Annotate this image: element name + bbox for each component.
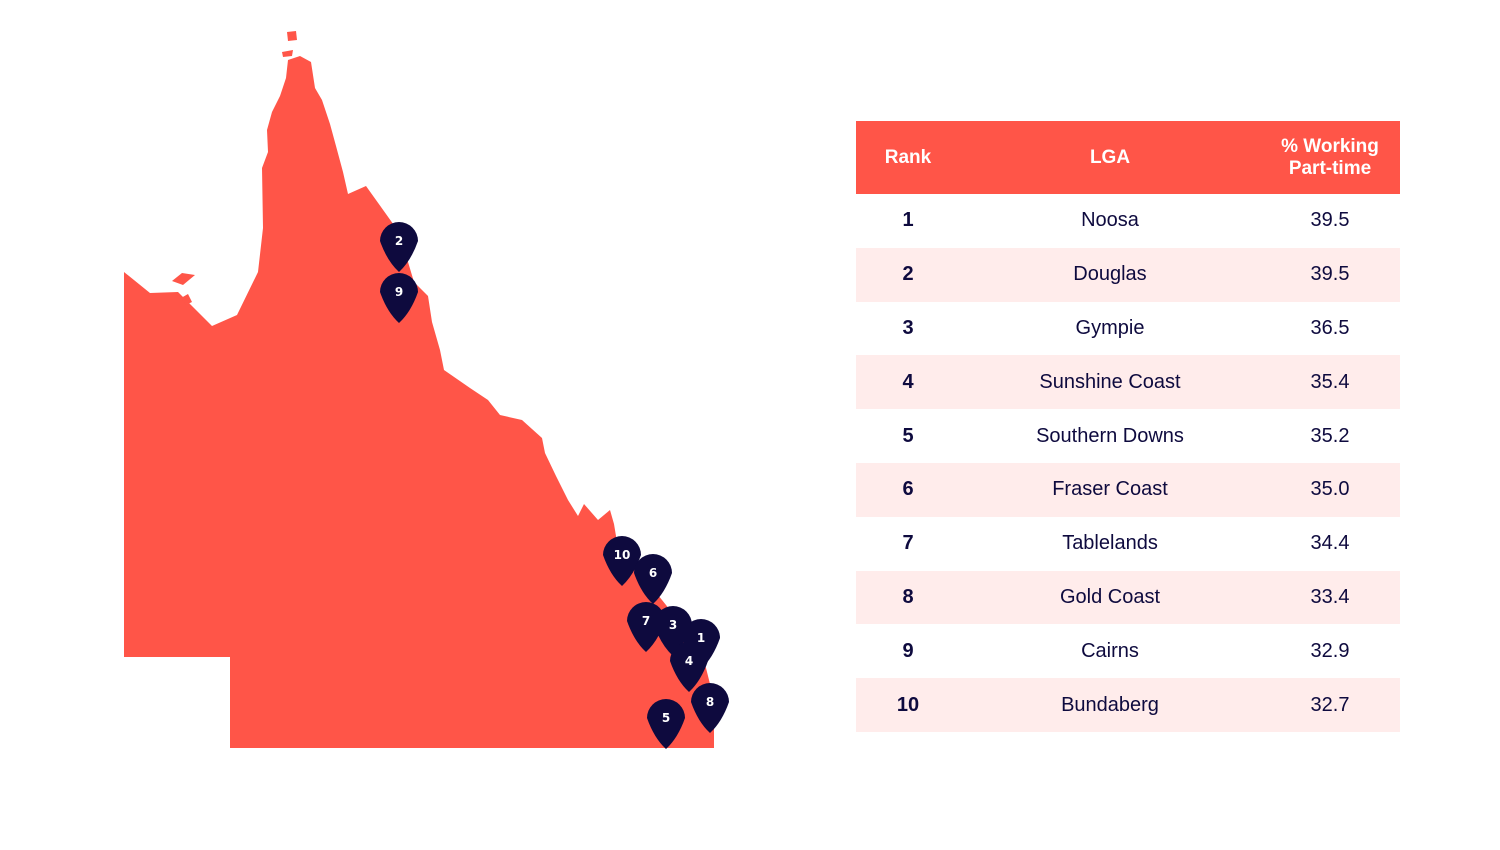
pct-cell: 35.0 [1260,462,1400,517]
table-row: 1 Noosa 39.5 [856,194,1400,248]
map-pin-label: 8 [706,695,714,709]
table-row: 6 Fraser Coast 35.0 [856,462,1400,517]
map-pin-icon [380,273,418,323]
map-pin-icon [380,222,418,272]
table-row: 2 Douglas 39.5 [856,247,1400,302]
rank-cell: 6 [856,462,960,517]
map-pin-label: 3 [669,618,677,632]
map-pin-label: 2 [395,234,403,248]
header-pct-line1: % Working [1281,135,1379,157]
table-row: 9 Cairns 32.9 [856,624,1400,678]
island-gulf-small [181,294,192,305]
rank-cell: 2 [856,247,960,302]
pct-cell: 36.5 [1310,316,1350,339]
pct-cell: 34.4 [1310,532,1350,555]
lga-cell: Tablelands [1062,532,1158,555]
header-rank: Rank [856,121,960,194]
map-pin: 6 [634,554,672,604]
rank-cell: 9 [902,639,914,662]
island-small [282,50,293,57]
lga-cell: Douglas [960,247,1260,302]
map-pins: 2 9 10 6 7 3 14 8 5 [380,222,729,749]
pct-cell: 33.4 [1260,570,1400,625]
pct-cell: 35.2 [1310,424,1350,447]
pct-cell: 32.7 [1260,678,1400,732]
table-row: 7 Tablelands 34.4 [856,517,1400,571]
table-row: 3 Gympie 36.5 [856,302,1400,356]
lga-cell: Noosa [1081,209,1139,232]
table-row: 10 Bundaberg 32.7 [856,678,1400,732]
pct-cell: 35.4 [1260,355,1400,410]
rank-cell: 5 [902,424,914,447]
queensland-landmass [124,31,714,748]
map-pin: 8 [691,683,729,733]
map-pin-label: 1 [697,631,705,645]
pct-cell: 39.5 [1260,247,1400,302]
rank-cell: 8 [856,570,960,625]
map-pin-label: 7 [642,614,650,628]
map-pin-icon [603,536,641,586]
pct-cell: 39.5 [1310,209,1350,232]
map-pin-label: 4 [685,654,693,668]
rank-cell: 1 [902,209,914,232]
pct-cell: 32.9 [1310,639,1350,662]
header-pct: % Working Part-time [1260,121,1400,194]
map-pin-icon [647,699,685,749]
map-pin-label: 5 [662,711,670,725]
island-top [287,31,297,41]
rank-cell: 10 [856,678,960,732]
map-pin: 4 [670,642,708,692]
map-pin-icon [634,554,672,604]
table-row: 5 Southern Downs 35.2 [856,409,1400,463]
rank-cell: 4 [856,355,960,410]
map-pin: 7 [627,602,665,652]
queensland-map: 2 9 10 6 7 3 14 8 5 [124,31,729,749]
lga-cell: Fraser Coast [960,462,1260,517]
lga-cell: Gympie [1075,316,1145,339]
island-gulf [172,273,195,285]
lga-cell: Sunshine Coast [960,355,1260,410]
rank-cell: 3 [902,316,914,339]
map-pin-icon [691,683,729,733]
queensland-outline [124,56,714,748]
table-header-row: Rank LGA % Working Part-time [856,121,1400,194]
lga-cell: Gold Coast [960,570,1260,625]
map-pin-label: 10 [614,548,631,562]
table-row: 8 Gold Coast 33.4 [856,570,1400,625]
header-lga: LGA [960,121,1260,194]
lga-cell: Cairns [1081,639,1139,662]
ranking-table: Rank LGA % Working Part-time 1 Noosa 39.5 2… [856,121,1400,732]
map-pin: 10 [603,536,641,586]
map-pin: 5 [647,699,685,749]
lga-cell: Bundaberg [960,678,1260,732]
header-pct-line2: Part-time [1288,157,1372,179]
rank-cell: 7 [902,532,914,555]
map-pin: 9 [380,273,418,323]
map-pin-label: 9 [395,285,403,299]
lga-cell: Southern Downs [1036,424,1184,447]
map-pin-icon [670,642,708,692]
table-row: 4 Sunshine Coast 35.4 [856,355,1400,410]
map-pin-icon [627,602,665,652]
map-pin: 2 [380,222,418,272]
map-pin-label: 6 [649,566,657,580]
